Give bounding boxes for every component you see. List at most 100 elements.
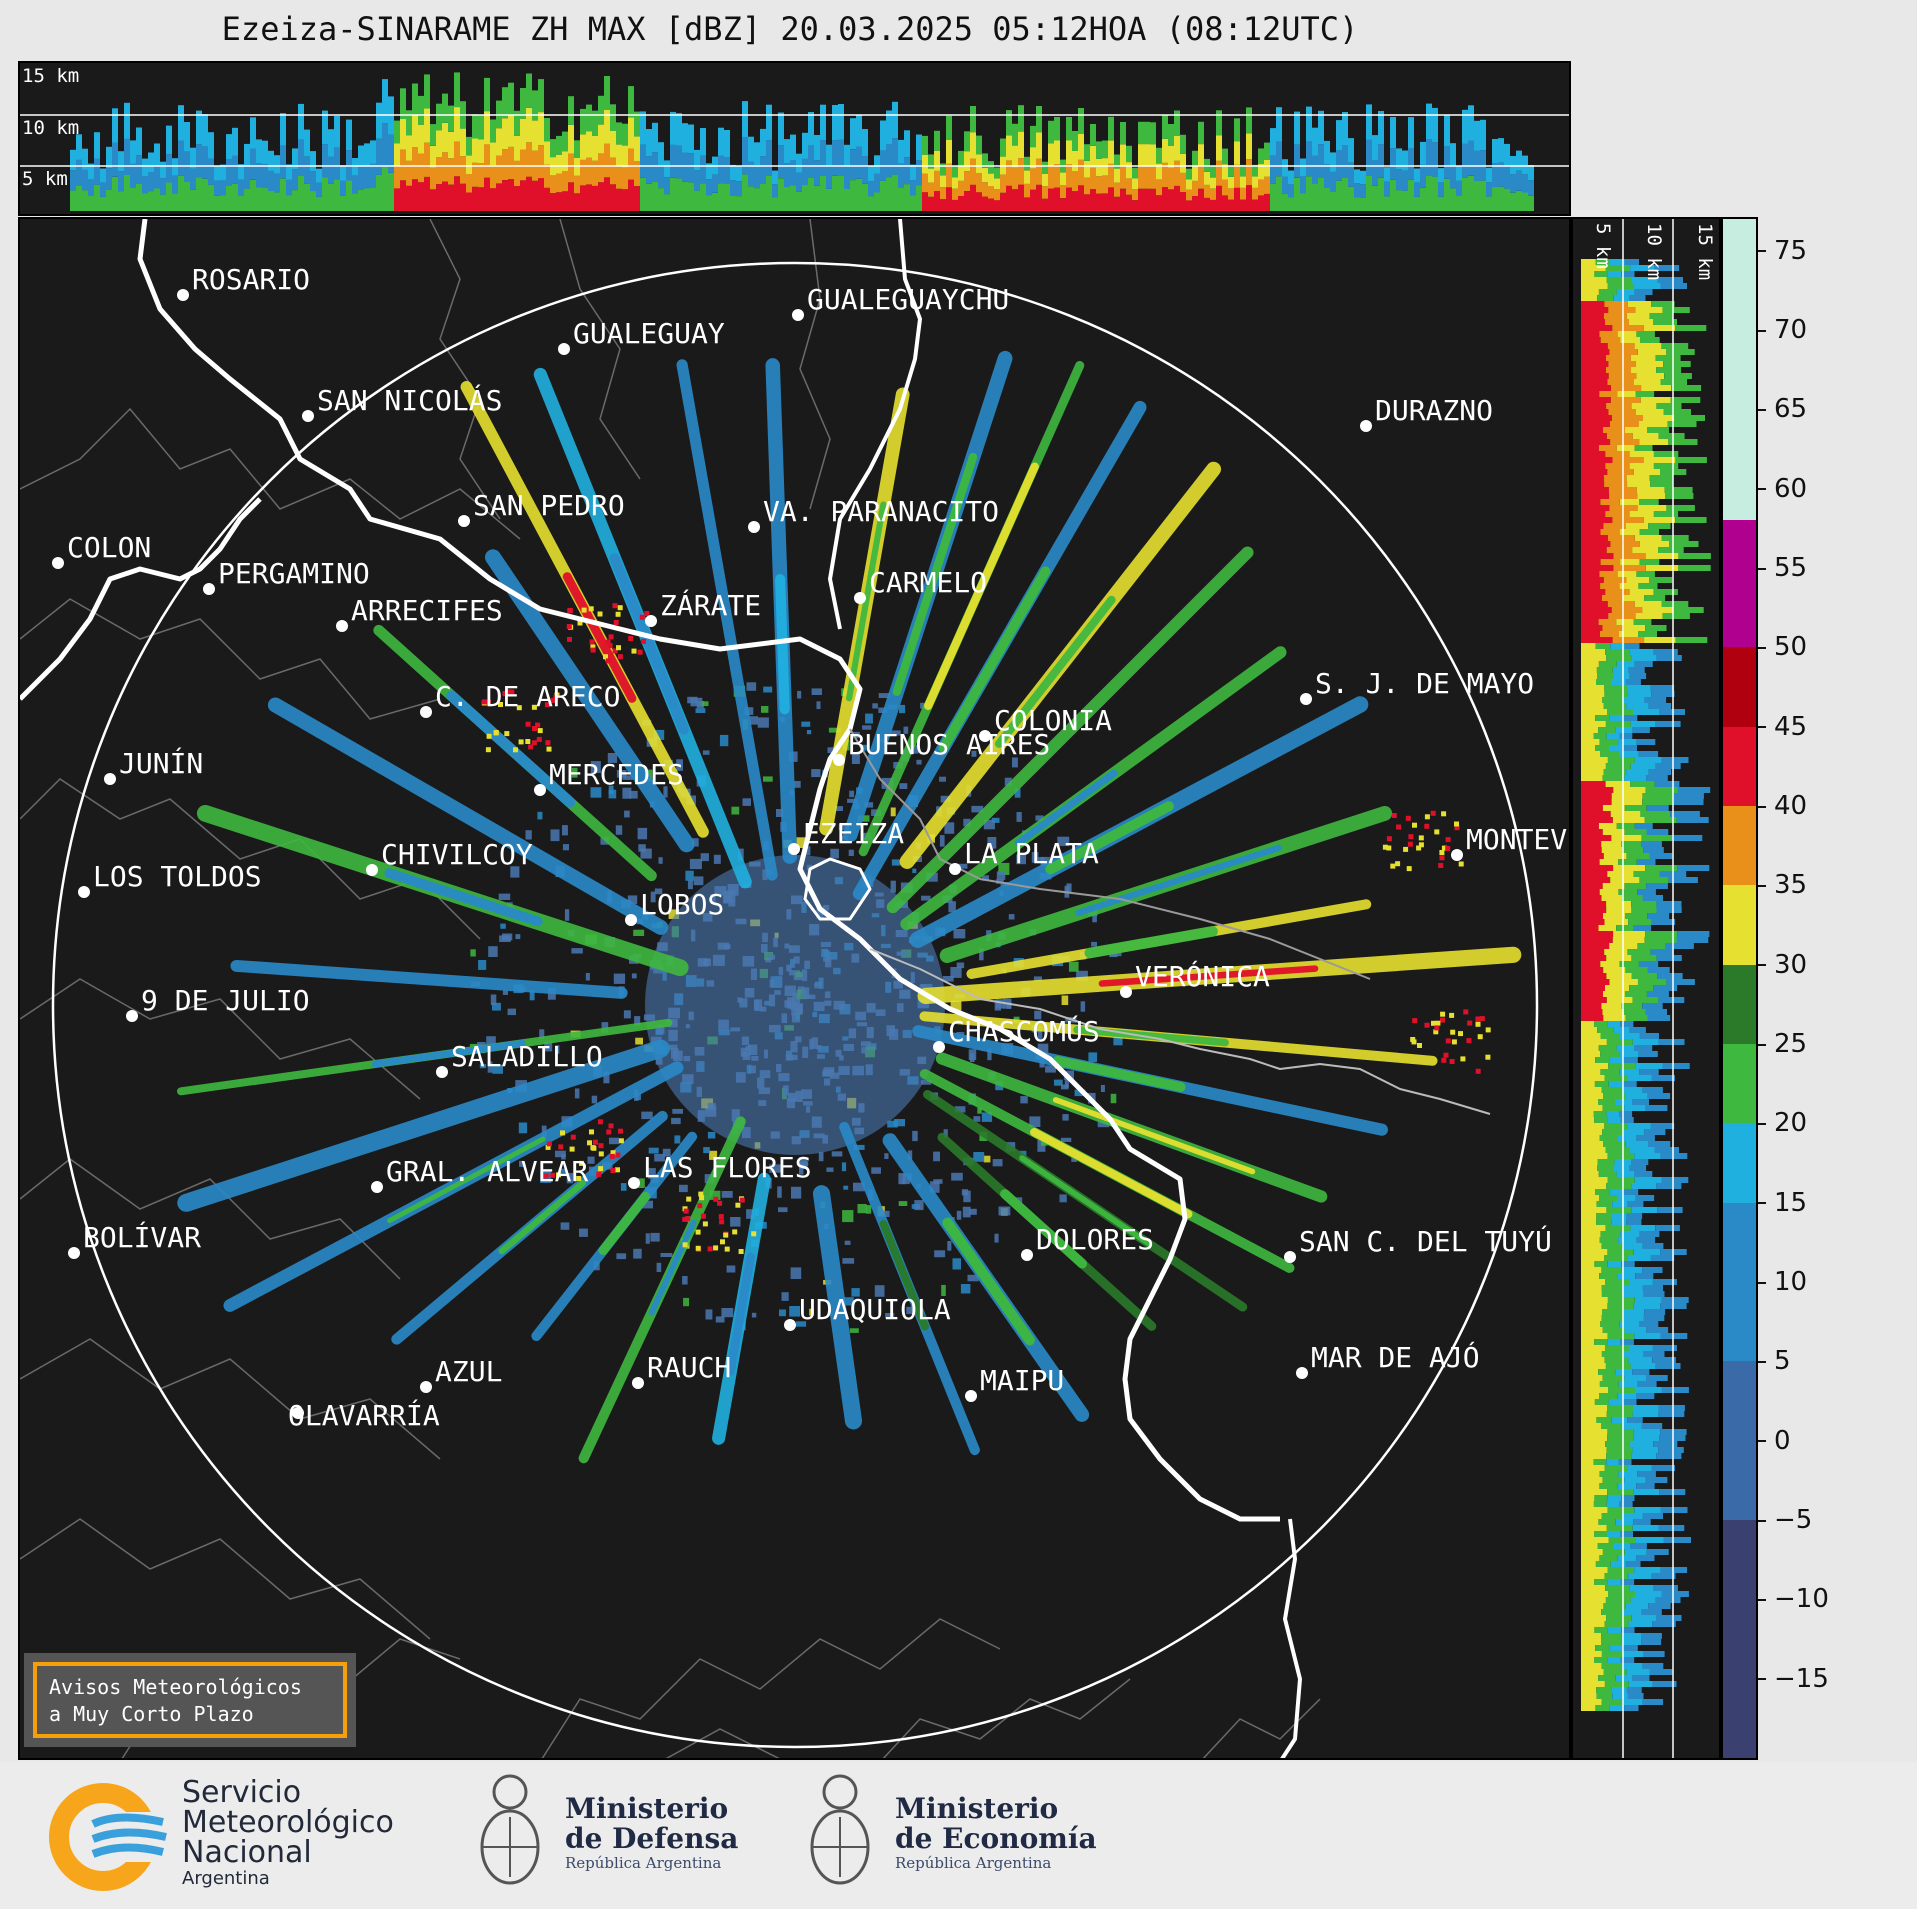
- city-label: AZUL: [435, 1355, 502, 1388]
- city-marker: GUALEGUAY: [558, 317, 725, 355]
- colorbar-tick-label: −10: [1758, 1584, 1858, 1614]
- city-label: BOLÍVAR: [83, 1220, 201, 1254]
- city-dot: [1451, 849, 1463, 861]
- page-title: Ezeiza-SINARAME ZH MAX [dBZ] 20.03.2025 …: [221, 10, 1359, 48]
- city-dot: [788, 843, 800, 855]
- colorbar-segment: [1723, 806, 1756, 886]
- city-marker: LAS FLORES: [628, 1151, 812, 1189]
- city-label: DOLORES: [1036, 1223, 1154, 1256]
- city-marker: VERÓNICA: [1120, 959, 1270, 998]
- city-label: ROSARIO: [192, 263, 310, 296]
- city-label: CHASCOMÚS: [948, 1014, 1100, 1048]
- county-borders: [20, 219, 1321, 1758]
- city-dot: [1360, 420, 1372, 432]
- city-marker: CHASCOMÚS: [933, 1014, 1100, 1053]
- colorbar-tick-label: 75: [1758, 236, 1858, 266]
- city-label: GUALEGUAYCHU: [807, 283, 1009, 316]
- colorbar-segment: [1723, 1044, 1756, 1124]
- city-label: SAN NICOLÁS: [317, 383, 502, 417]
- economia-sub: República Argentina: [895, 1854, 1052, 1872]
- city-label: SAN PEDRO: [473, 489, 625, 522]
- city-label: CHIVILCOY: [381, 838, 533, 871]
- colorbar-segment: [1723, 885, 1756, 965]
- city-dot: [1021, 1249, 1033, 1261]
- city-dot: [292, 1407, 304, 1419]
- colorbar-tick-label: 45: [1758, 712, 1858, 742]
- colorbar-segment: [1723, 1361, 1756, 1520]
- city-dot: [126, 1010, 138, 1022]
- city-marker: OLAVARRÍA: [288, 1398, 440, 1432]
- colorbar-tick-label: 30: [1758, 950, 1858, 980]
- coastlines: [20, 219, 1491, 1758]
- city-label: LAS FLORES: [643, 1151, 812, 1184]
- city-dot: [420, 1381, 432, 1393]
- city-label: MAR DE AJÓ: [1311, 1340, 1480, 1374]
- city-label: ZÁRATE: [660, 588, 761, 622]
- city-dot: [833, 754, 845, 766]
- city-dot: [979, 730, 991, 742]
- city-marker: RAUCH: [632, 1351, 731, 1389]
- colorbar: [1721, 217, 1758, 1760]
- city-label: LA PLATA: [964, 837, 1099, 870]
- city-label: S. J. DE MAYO: [1315, 667, 1534, 700]
- defensa-line1: Ministerio: [565, 1792, 729, 1825]
- avisos-line1: Avisos Meteorológicos: [49, 1675, 302, 1699]
- city-marker: MAIPU: [965, 1364, 1064, 1402]
- city-marker: COLON: [52, 531, 151, 569]
- avisos-box[interactable]: Avisos Meteorológicos a Muy Corto Plazo: [24, 1653, 356, 1747]
- city-dot: [1300, 693, 1312, 705]
- top-height-label-10: 10 km: [22, 117, 79, 139]
- city-marker: AZUL: [420, 1355, 502, 1393]
- smn-line2: Meteorológico: [182, 1805, 394, 1840]
- city-dot: [558, 343, 570, 355]
- city-label: SALADILLO: [451, 1040, 603, 1073]
- city-dot: [302, 410, 314, 422]
- city-marker: ARRECIFES: [336, 594, 503, 632]
- city-dot: [933, 1041, 945, 1053]
- city-marker: CHIVILCOY: [366, 838, 533, 876]
- city-label: JUNÍN: [119, 746, 203, 780]
- defensa-sub: República Argentina: [565, 1854, 722, 1872]
- colorbar-tick-label: 0: [1758, 1426, 1858, 1456]
- smn-line3: Nacional: [182, 1835, 312, 1870]
- city-dot: [104, 773, 116, 785]
- city-label: EZEIZA: [803, 817, 904, 850]
- city-marker: CARMELO: [854, 566, 987, 604]
- radar-map-panel[interactable]: ROSARIO GUALEGUAYCHU GUALEGUAY SAN NICOLÁS D…: [18, 217, 1571, 1760]
- city-marker: DURAZNO: [1360, 394, 1493, 432]
- city-label: SAN C. DEL TUYÚ: [1299, 1224, 1552, 1258]
- city-marker: MERCEDES: [534, 758, 684, 796]
- city-marker: EZEIZA: [788, 817, 904, 855]
- city-label: DURAZNO: [1375, 394, 1493, 427]
- city-label: LOBOS: [640, 888, 724, 921]
- city-dot: [949, 863, 961, 875]
- city-dot: [534, 784, 546, 796]
- city-marker: 9 DE JULIO: [126, 984, 310, 1022]
- city-marker: SAN C. DEL TUYÚ: [1284, 1224, 1552, 1263]
- city-label: VERÓNICA: [1135, 959, 1270, 993]
- side-height-label-5: 5 km: [1592, 223, 1614, 269]
- city-marker: SAN NICOLÁS: [302, 383, 502, 422]
- colorbar-segment: [1723, 964, 1756, 1045]
- radar-map-svg[interactable]: ROSARIO GUALEGUAYCHU GUALEGUAY SAN NICOLÁS D…: [20, 219, 1571, 1760]
- city-label: MONTEVIDEO: [1466, 823, 1571, 856]
- city-dot: [632, 1377, 644, 1389]
- city-dot: [784, 1319, 796, 1331]
- city-marker: LA PLATA: [949, 837, 1099, 875]
- city-label: PERGAMINO: [218, 557, 370, 590]
- city-marker: COLONIA: [979, 704, 1112, 742]
- colorbar-tick-label: 55: [1758, 553, 1858, 583]
- city-dot: [203, 583, 215, 595]
- city-marker: LOS TOLDOS: [78, 860, 262, 898]
- colorbar-segment: [1723, 520, 1756, 648]
- city-dot: [1120, 986, 1132, 998]
- city-markers: ROSARIO GUALEGUAYCHU GUALEGUAY SAN NICOLÁS D…: [52, 263, 1571, 1432]
- city-label: ARRECIFES: [351, 594, 503, 627]
- colorbar-tick-label: 65: [1758, 394, 1858, 424]
- colorbar-segment: [1723, 219, 1756, 521]
- colorbar-segment: [1723, 1202, 1756, 1362]
- city-dot: [371, 1181, 383, 1193]
- colorbar-tick-label: 50: [1758, 632, 1858, 662]
- city-marker: BOLÍVAR: [68, 1220, 201, 1259]
- city-marker: VA. PARANACITO: [748, 495, 999, 533]
